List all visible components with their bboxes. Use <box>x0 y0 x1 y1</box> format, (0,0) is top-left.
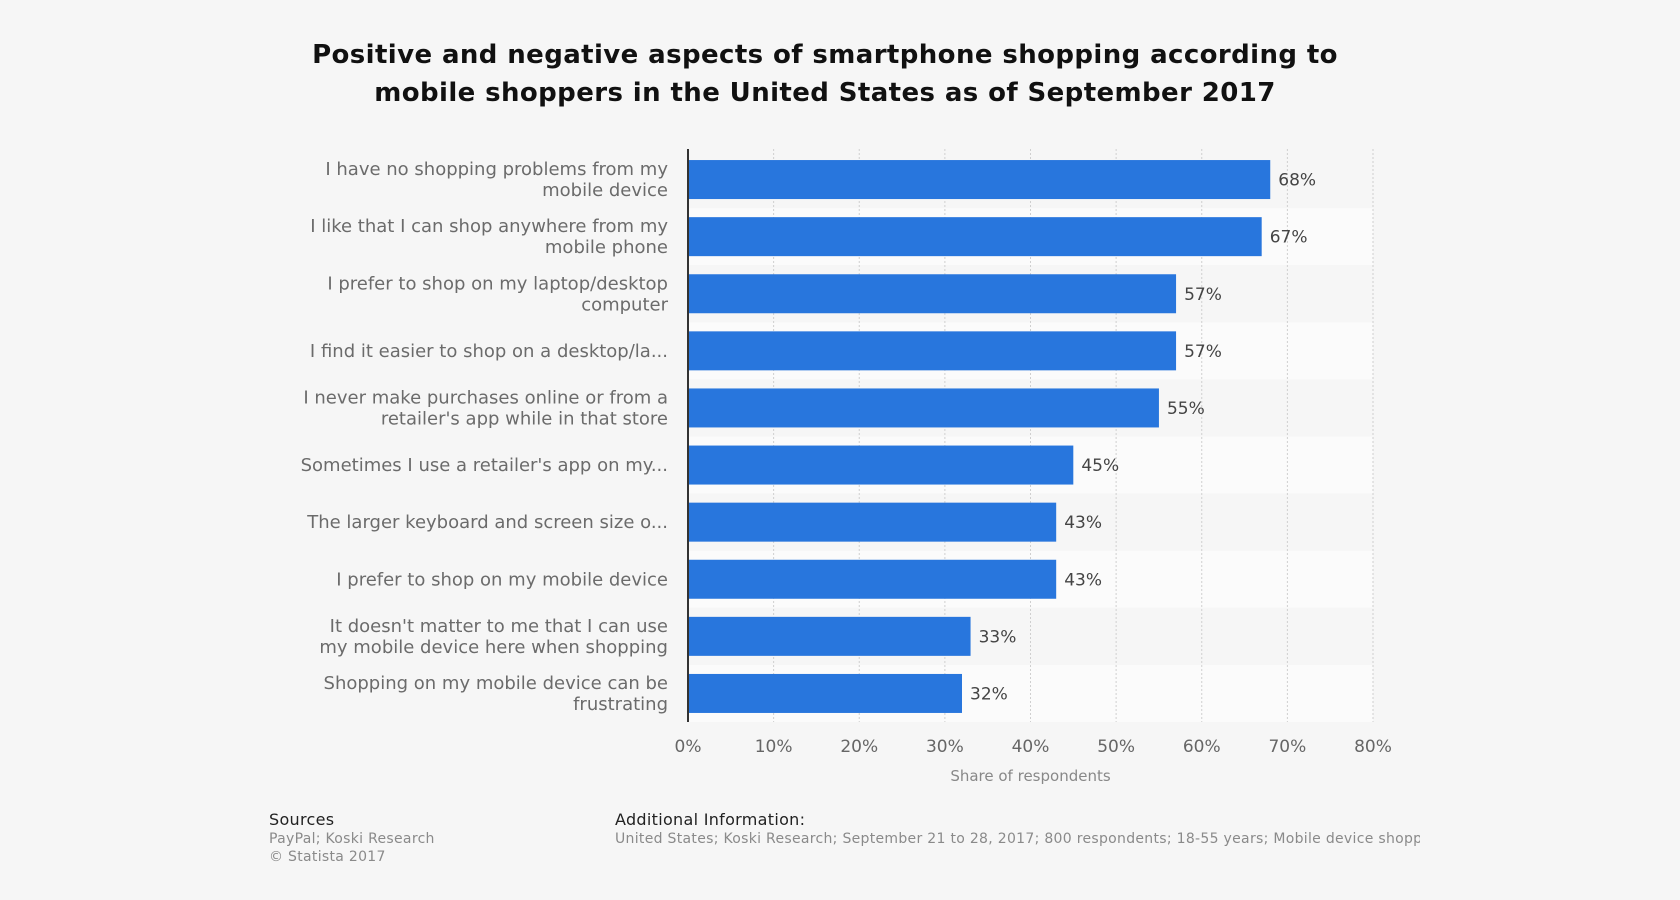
x-tick-label: 40% <box>1012 737 1050 757</box>
x-axis-ticks: 0% 10% 20% 30% 40% 50% 60% 70% 80% <box>675 737 1392 757</box>
category-label: Sometimes I use a retailer's app on my..… <box>301 455 668 476</box>
value-label: 68% <box>1278 171 1316 191</box>
bar <box>688 217 1262 257</box>
category-label: I prefer to shop on my laptop/desktop com… <box>327 273 668 315</box>
value-label: 67% <box>1270 228 1308 248</box>
bar <box>688 673 962 713</box>
additional-info-text: United States; Koski Research; September… <box>615 831 1420 847</box>
bar <box>688 331 1177 371</box>
x-tick-label: 60% <box>1183 737 1221 757</box>
chart-title: Positive and negative aspects of smartph… <box>312 40 1338 108</box>
sources-line: PayPal; Koski Research <box>269 831 435 847</box>
value-label: 57% <box>1184 285 1222 305</box>
bar <box>688 502 1057 542</box>
x-tick-label: 30% <box>926 737 964 757</box>
value-label: 45% <box>1081 456 1119 476</box>
category-label: Shopping on my mobile device can be frust… <box>324 673 668 715</box>
additional-info-block: Additional Information: United States; K… <box>615 810 1420 848</box>
x-tick-label: 50% <box>1097 737 1135 757</box>
copyright-line: © Statista 2017 <box>269 849 386 865</box>
x-tick-label: 80% <box>1354 737 1392 757</box>
x-tick-label: 10% <box>755 737 793 757</box>
value-label: 33% <box>979 627 1017 647</box>
bar <box>688 388 1159 428</box>
category-label: I prefer to shop on my mobile device <box>336 569 668 590</box>
x-tick-label: 0% <box>675 737 702 757</box>
value-label: 57% <box>1184 342 1222 362</box>
value-label: 55% <box>1167 399 1205 419</box>
category-label: It doesn't matter to me that I can use my… <box>319 616 668 658</box>
category-label: I like that I can shop anywhere from my m… <box>310 216 668 258</box>
bar <box>688 616 971 656</box>
bar <box>688 160 1271 200</box>
value-label: 43% <box>1064 513 1102 533</box>
x-axis-title: Share of respondents <box>950 767 1111 785</box>
value-label: 32% <box>970 684 1008 704</box>
x-tick-label: 20% <box>840 737 878 757</box>
value-labels: 68% 67% 57% 57% 55% 45% 43% 43% 33% 32% <box>970 171 1316 705</box>
bar <box>688 274 1177 314</box>
x-tick-label: 70% <box>1268 737 1306 757</box>
sources-block: Sources PayPal; Koski Research © Statist… <box>269 810 829 866</box>
category-label: I have no shopping problems from my mobil… <box>325 159 668 201</box>
value-label: 43% <box>1064 570 1102 590</box>
category-label: I find it easier to shop on a desktop/la… <box>310 341 668 362</box>
sources-heading: Sources <box>269 810 335 829</box>
bars <box>688 160 1271 713</box>
bar <box>688 559 1057 599</box>
bar <box>688 445 1074 485</box>
category-labels: I have no shopping problems from my mobil… <box>301 159 669 715</box>
additional-info-heading: Additional Information: <box>615 810 806 829</box>
category-label: The larger keyboard and screen size o... <box>306 512 668 533</box>
